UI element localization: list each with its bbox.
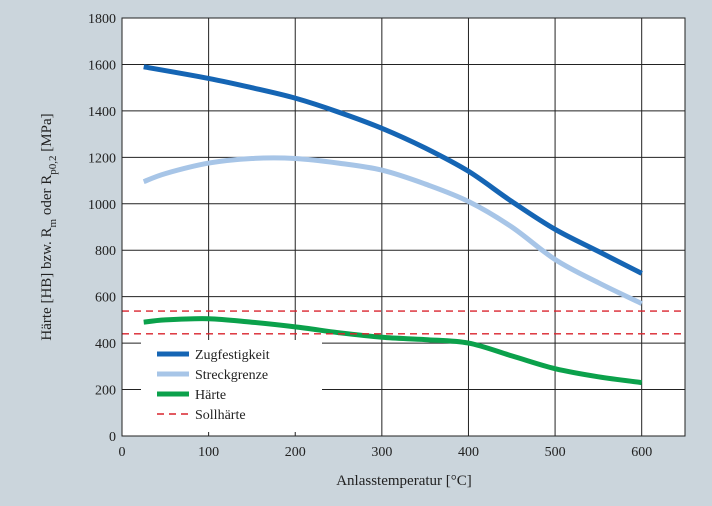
y-tick-label: 200 bbox=[95, 384, 116, 399]
legend-label-streckgrenze: Streckgrenze bbox=[195, 368, 268, 383]
x-tick-labels: 0 100 200 300 400 500 600 bbox=[119, 445, 653, 460]
y-axis-title-part: oder R bbox=[39, 175, 55, 219]
x-tick-label: 200 bbox=[285, 445, 306, 460]
y-axis-title-part: [MPa] bbox=[39, 113, 55, 155]
legend-label-zugfestigkeit: Zugfestigkeit bbox=[195, 348, 270, 363]
x-tick-label: 0 bbox=[119, 445, 126, 460]
series-lines bbox=[122, 64, 685, 386]
y-tick-label: 800 bbox=[95, 244, 116, 259]
grid bbox=[122, 18, 685, 436]
x-tick-label: 300 bbox=[371, 445, 392, 460]
x-axis-title: Anlasstemperatur [°C] bbox=[336, 473, 472, 489]
x-tick-label: 600 bbox=[631, 445, 652, 460]
legend: Zugfestigkeit Streckgrenze Härte Sollhärte bbox=[141, 340, 322, 432]
y-axis-title-subscript: m bbox=[47, 218, 59, 227]
plot-frame bbox=[121, 17, 686, 437]
series-line-zugfestigkeit bbox=[143, 64, 643, 276]
x-tick-label: 500 bbox=[545, 445, 566, 460]
y-axis-title-subscript: p0,2 bbox=[47, 155, 59, 174]
y-axis-title: Härte [HB] bzw. Rm oder Rp0,2 [MPa] bbox=[39, 113, 59, 340]
series-line-streckgrenze bbox=[142, 155, 643, 306]
y-tick-labels: 0 200 400 600 800 1000 1200 1400 1600 1800 bbox=[88, 12, 116, 445]
legend-label-sollhaerte: Sollhärte bbox=[195, 408, 246, 423]
y-tick-label: 1000 bbox=[88, 198, 116, 213]
y-tick-label: 1200 bbox=[88, 151, 116, 166]
x-tick-label: 400 bbox=[458, 445, 479, 460]
series-line-haerte bbox=[143, 316, 643, 386]
y-tick-label: 1400 bbox=[88, 105, 116, 120]
y-tick-label: 0 bbox=[109, 430, 116, 445]
x-tick-label: 100 bbox=[198, 445, 219, 460]
y-tick-label: 1800 bbox=[88, 12, 116, 27]
y-tick-label: 400 bbox=[95, 337, 116, 352]
y-tick-label: 1600 bbox=[88, 58, 116, 73]
legend-label-haerte: Härte bbox=[195, 388, 226, 403]
y-axis-title-part: Härte [HB] bzw. R bbox=[39, 227, 55, 340]
y-tick-label: 600 bbox=[95, 291, 116, 306]
